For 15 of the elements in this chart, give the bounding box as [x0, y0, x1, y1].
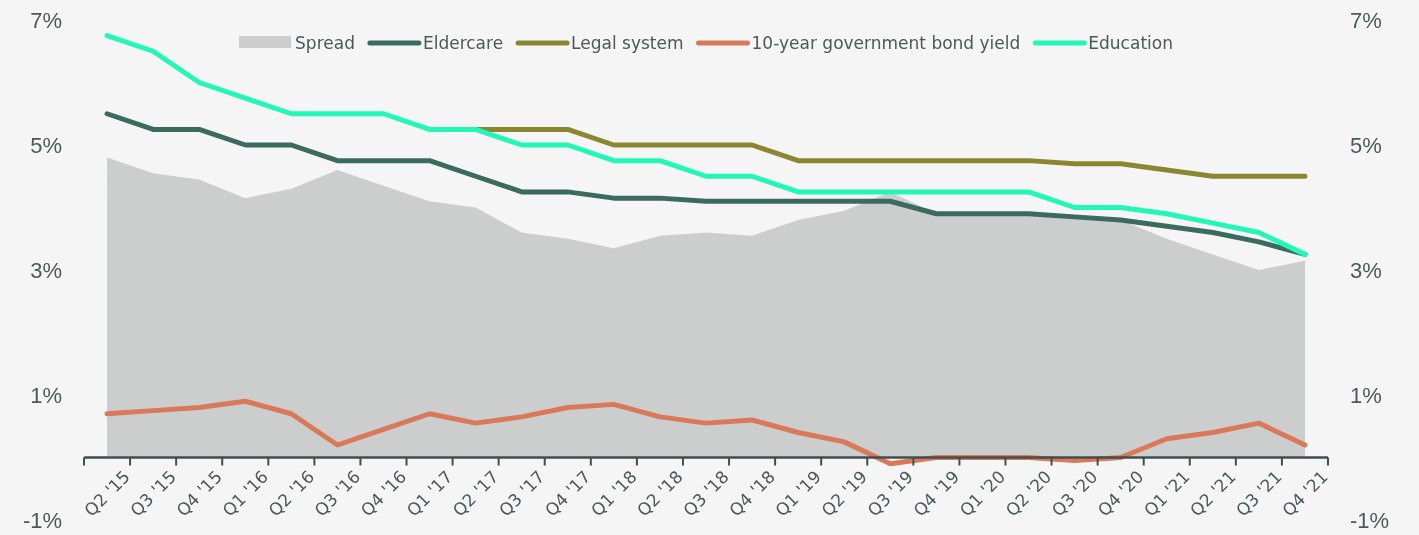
legend-label: Education [1088, 32, 1173, 53]
y2-tick-label: 5% [1350, 132, 1382, 158]
legend-label: Eldercare [422, 32, 504, 53]
y-tick-label: 5% [30, 132, 62, 158]
y-tick-label: 7% [30, 7, 62, 33]
y2-tick-label: 3% [1350, 257, 1382, 283]
legend-label: Legal system [571, 32, 684, 53]
y-tick-label: -1% [22, 507, 62, 533]
y2-tick-label: 1% [1350, 382, 1382, 408]
legend-label: Spread [295, 32, 355, 53]
y2-tick-label: 7% [1350, 7, 1382, 33]
legend-label: 10-year government bond yield [751, 32, 1021, 53]
y-tick-label: 3% [30, 257, 62, 283]
y-tick-label: 1% [30, 382, 62, 408]
y2-tick-label: -1% [1350, 507, 1390, 533]
